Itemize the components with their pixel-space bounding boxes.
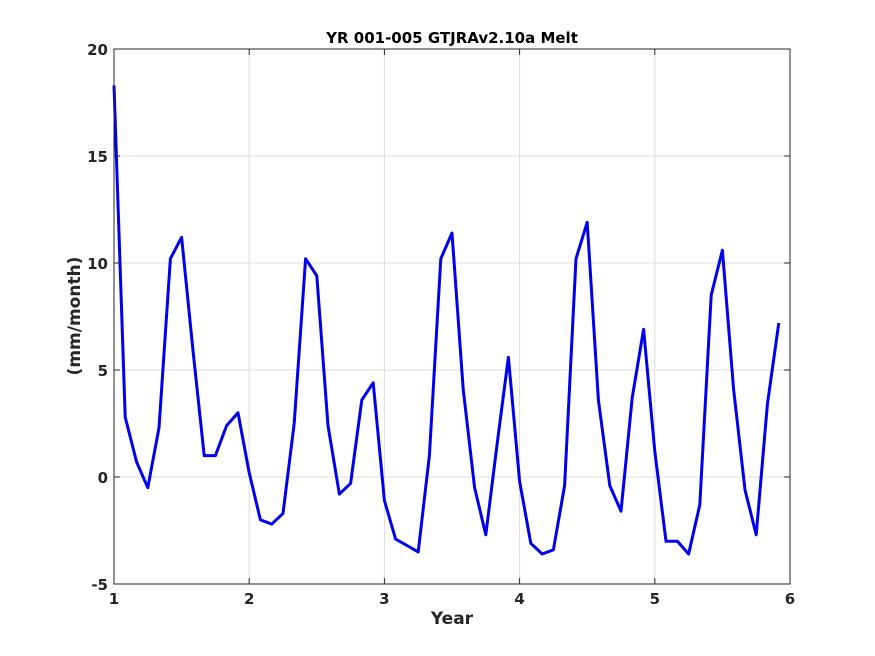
x-axis-label: Year	[430, 609, 474, 629]
x-tick-label: 3	[379, 590, 389, 608]
y-tick-labels: -5 0 5 10 15 20	[87, 41, 108, 594]
plot-area	[114, 49, 790, 584]
x-tick-label: 4	[514, 590, 524, 608]
series-layer	[112, 85, 781, 556]
x-tick-labels: 1 2 3 4 5 6	[109, 590, 795, 608]
x-tick-label: 6	[785, 590, 795, 608]
tick-marks	[113, 48, 791, 585]
y-tick-label: 5	[98, 362, 108, 380]
y-tick-label: -5	[91, 576, 108, 594]
plot-frame	[113, 48, 791, 585]
x-tick-label: 5	[650, 590, 660, 608]
x-tick-label: 1	[109, 590, 119, 608]
chart-title: YR 001-005 GTJRAv2.10a Melt	[325, 29, 578, 47]
x-tick-label: 2	[244, 590, 254, 608]
series-line	[112, 85, 781, 556]
grid-lines	[113, 48, 791, 585]
y-tick-label: 10	[87, 255, 108, 273]
y-tick-label: 20	[87, 41, 108, 59]
y-tick-label: 0	[98, 469, 108, 487]
y-tick-label: 15	[87, 148, 108, 166]
y-axis-label: (mm/month)	[65, 257, 85, 376]
